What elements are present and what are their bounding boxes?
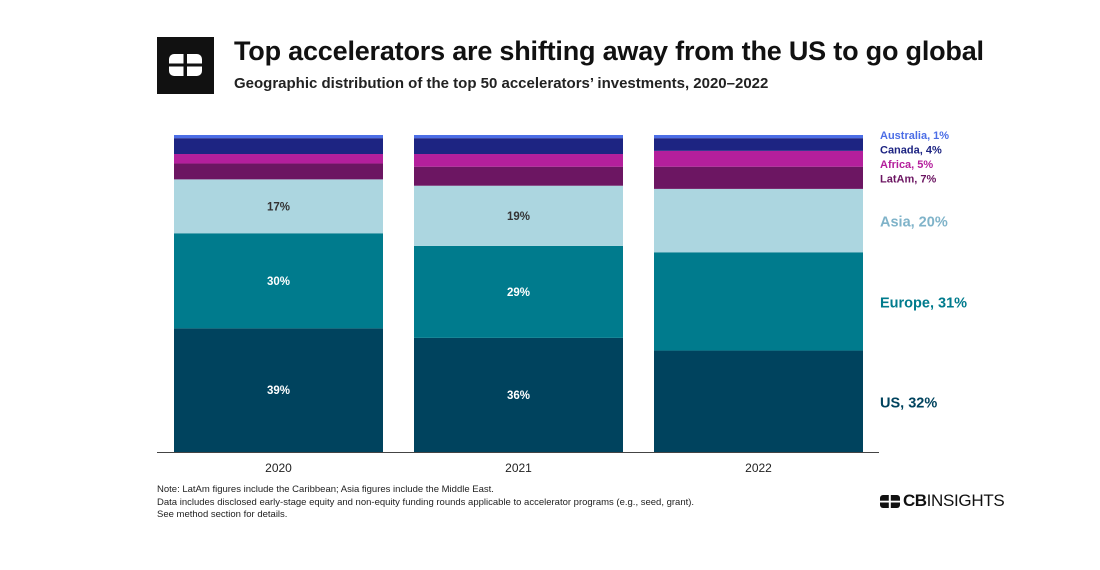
bar-segment-africa-2021 xyxy=(414,154,623,167)
series-end-label-asia: Asia, 20% xyxy=(880,215,948,231)
chart-subtitle: Geographic distribution of the top 50 ac… xyxy=(234,75,769,92)
bar-segment-canada-2022 xyxy=(654,138,863,151)
bar-data-label: 39% xyxy=(267,385,290,397)
x-tick-label: 2022 xyxy=(745,461,772,475)
bar-segment-europe-2022 xyxy=(654,252,863,351)
brand-cb-text: CB xyxy=(903,491,927,510)
series-end-label-us: US, 32% xyxy=(880,395,937,411)
bar-segment-australia-2022 xyxy=(654,135,863,139)
series-end-label-australia: Australia, 1% xyxy=(880,130,949,142)
bar-data-label: 30% xyxy=(267,276,290,288)
bar-segment-africa-2022 xyxy=(654,150,863,167)
series-end-label-latam: LatAm, 7% xyxy=(880,174,936,186)
series-end-label-canada: Canada, 4% xyxy=(880,145,942,157)
bar-segment-canada-2021 xyxy=(414,138,623,155)
bar-segment-us-2020 xyxy=(174,328,383,452)
footnote-line: Note: LatAm figures include the Caribbea… xyxy=(157,484,494,495)
cb-logo-box xyxy=(157,37,214,94)
bar-data-label: 19% xyxy=(507,211,530,223)
bar-data-label: 29% xyxy=(507,287,530,299)
bar-segment-us-2022 xyxy=(654,350,863,452)
bar-segment-latam-2020 xyxy=(174,163,383,180)
bar-segment-asia-2022 xyxy=(654,188,863,253)
bar-segment-africa-2020 xyxy=(174,154,383,164)
x-tick-label: 2020 xyxy=(265,461,292,475)
footnotes: Note: LatAm figures include the Caribbea… xyxy=(157,484,694,522)
bar-segment-canada-2020 xyxy=(174,138,383,155)
chart-title: Top accelerators are shifting away from … xyxy=(234,36,984,66)
bar-segment-australia-2021 xyxy=(414,135,623,139)
bar-segment-asia-2021 xyxy=(414,185,623,246)
bar-segment-latam-2022 xyxy=(654,166,863,189)
footnote-line: See method section for details. xyxy=(157,509,288,520)
x-tick-label: 2021 xyxy=(505,461,532,475)
cb-logo-icon xyxy=(169,54,202,76)
series-end-label-africa: Africa, 5% xyxy=(880,159,933,171)
bar-segment-us-2021 xyxy=(414,337,623,452)
bar-segment-australia-2020 xyxy=(174,135,383,139)
bar-segment-latam-2021 xyxy=(414,166,623,186)
cbinsights-logo-icon xyxy=(880,494,900,508)
cbinsights-brand: CB INSIGHTS xyxy=(880,491,1005,511)
bar-segment-europe-2021 xyxy=(414,245,623,338)
footnote-line: Data includes disclosed early-stage equi… xyxy=(157,496,695,508)
bar-segment-asia-2020 xyxy=(174,179,383,234)
bar-segment-europe-2020 xyxy=(174,233,383,329)
bar-data-label: 17% xyxy=(267,201,290,213)
series-end-label-europe: Europe, 31% xyxy=(880,295,967,311)
bar-data-label: 36% xyxy=(507,390,530,402)
brand-insights-text: INSIGHTS xyxy=(926,491,1005,510)
